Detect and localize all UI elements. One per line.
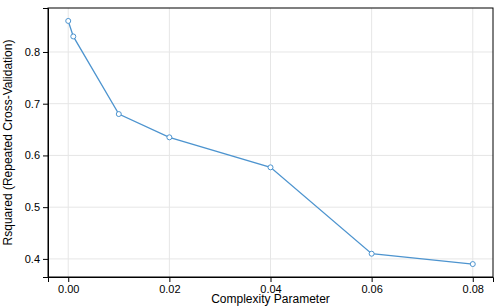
tick-mark xyxy=(43,155,48,156)
point xyxy=(167,135,172,140)
point xyxy=(268,165,273,170)
tick-label: 0.7 xyxy=(25,98,40,110)
point xyxy=(66,18,71,23)
grid-line xyxy=(68,8,69,277)
tick-label: 0.5 xyxy=(25,201,40,213)
grid-line xyxy=(48,103,493,104)
grid-line xyxy=(169,8,170,277)
grid-line xyxy=(472,8,473,277)
point xyxy=(369,251,374,256)
tick: 0.5 xyxy=(25,201,48,213)
tick-label: 0.00 xyxy=(58,283,79,295)
tick: 0.08 xyxy=(463,277,484,295)
tick-mark xyxy=(43,52,48,53)
y-axis-title: Rsquared (Repeated Cross-Validation) xyxy=(1,40,15,246)
grid-line xyxy=(270,8,271,277)
point xyxy=(470,262,475,267)
tick: 0.00 xyxy=(58,277,79,295)
grid xyxy=(48,8,493,277)
tick-mark xyxy=(169,277,170,282)
line xyxy=(68,21,473,264)
axis-line xyxy=(49,278,494,283)
tick-mark xyxy=(43,259,48,260)
tick: 0.4 xyxy=(25,253,48,265)
x-axis-title: Complexity Parameter xyxy=(211,292,330,306)
plot: 0.000.020.040.060.080.40.50.60.70.8 xyxy=(25,8,494,295)
chart: 0.000.020.040.060.080.40.50.60.70.8Compl… xyxy=(0,0,500,307)
tick: 0.02 xyxy=(159,277,180,295)
tick-label: 0.08 xyxy=(463,283,484,295)
tick: 0.8 xyxy=(25,46,48,58)
plot-frame xyxy=(48,8,493,277)
tick-label: 0.8 xyxy=(25,46,40,58)
tick-label: 0.02 xyxy=(159,283,180,295)
tick: 0.06 xyxy=(361,277,382,295)
tick-mark xyxy=(43,104,48,105)
series xyxy=(66,18,476,266)
tick-mark xyxy=(372,277,373,282)
point xyxy=(116,112,121,117)
y-axis: 0.4 0.5 0.6 0.7 0.8 xyxy=(25,9,49,278)
tick-label: 0.4 xyxy=(25,253,40,265)
grid-line xyxy=(48,155,493,156)
tick-mark xyxy=(68,277,69,282)
tick: 0.7 xyxy=(25,98,48,110)
tick-mark xyxy=(43,207,48,208)
tick-mark xyxy=(271,277,272,282)
grid-line xyxy=(48,51,493,52)
tick-label: 0.6 xyxy=(25,149,40,161)
grid-line xyxy=(48,207,493,208)
tick-mark xyxy=(473,277,474,282)
tick-label: 0.06 xyxy=(361,283,382,295)
point xyxy=(71,34,76,39)
grid-line xyxy=(371,8,372,277)
tick: 0.6 xyxy=(25,149,48,161)
